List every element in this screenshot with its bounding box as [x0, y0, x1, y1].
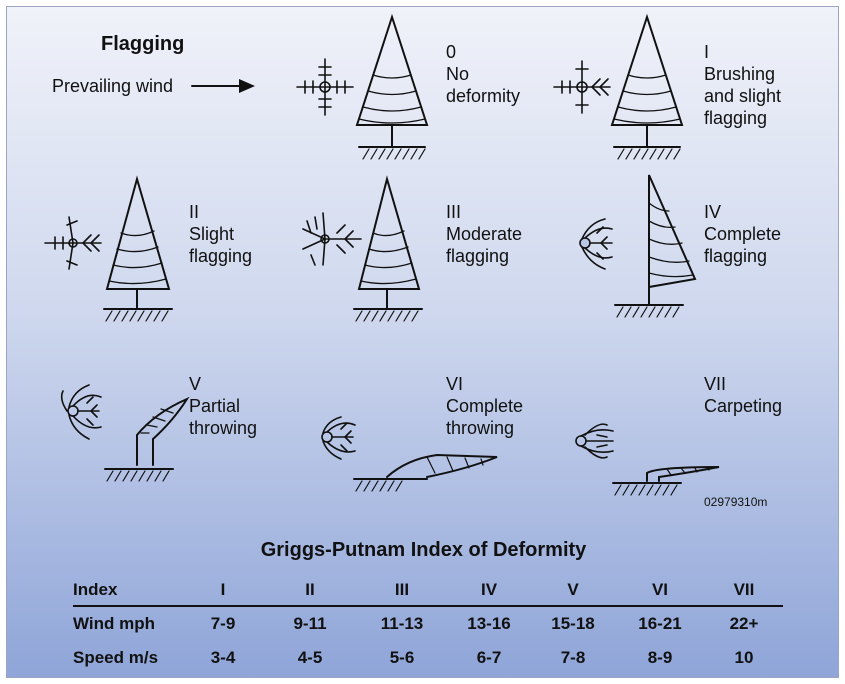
table-cell: 16-21 [638, 614, 682, 633]
stage-v-index: V [189, 374, 202, 394]
table-cell: 7-9 [210, 614, 236, 633]
table-header-cell: VI [615, 575, 705, 607]
deformity-index-table: Index I II III IV V VI VII Wind mph 7-9 … [73, 575, 783, 675]
table-header-cell: I [183, 575, 263, 607]
stage-iv-desc: Complete flagging [704, 224, 782, 266]
stage-vii-index: VII [704, 374, 727, 394]
stage-iii-desc: Moderate flagging [446, 224, 523, 266]
stage-v-desc: Partial throwing [189, 396, 258, 438]
tree-stage-vii-icon [575, 423, 720, 496]
stage-vi-desc: Complete throwing [446, 396, 524, 438]
stage-i-desc: Brushing and slight flagging [704, 64, 782, 128]
table-header-cell: II [263, 575, 357, 607]
wind-arrow-icon [191, 79, 255, 93]
stage-0-desc: No deformity [446, 64, 521, 106]
table-cell: 4-5 [297, 648, 323, 667]
stage-vi-index: VI [446, 374, 464, 394]
stage-i-index: I [704, 42, 710, 62]
tree-stage-iii-icon [302, 175, 423, 322]
table-row: Speed m/s 3-4 4-5 5-6 6-7 7-8 8-9 10 [73, 641, 783, 675]
table-cell: 9-11 [293, 614, 327, 633]
tree-top-view [296, 58, 354, 116]
table-header-cell: IV [447, 575, 531, 607]
table-row: Wind mph 7-9 9-11 11-13 13-16 15-18 16-2… [73, 606, 783, 641]
table-header-cell: VII [705, 575, 783, 607]
table-cell: 13-16 [467, 614, 511, 633]
stage-iv-index: IV [704, 202, 722, 222]
table-cell: 10 [734, 648, 754, 667]
figure-code: 02979310m [704, 495, 768, 509]
stage-ii-desc: Slight flagging [189, 224, 253, 266]
table-header-cell: Index [73, 575, 183, 607]
tree-stage-vi-icon [321, 416, 498, 492]
tree-stage-v-icon [60, 384, 190, 482]
table-cell: Speed m/s [73, 648, 159, 667]
stage-vii-desc: Carpeting [704, 396, 783, 416]
stage-0-index: 0 [446, 42, 457, 62]
table-cell: 6-7 [476, 648, 502, 667]
wind-label: Prevailing wind [52, 76, 174, 96]
deformity-diagram [44, 13, 720, 496]
table-title: Griggs-Putnam Index of Deformity [260, 539, 587, 561]
table-cell: 8-9 [647, 648, 673, 667]
table-cell: 15-18 [551, 614, 595, 633]
table-cell: 3-4 [210, 648, 236, 667]
tree-stage-ii-icon [44, 175, 173, 322]
table-header-cell: V [531, 575, 615, 607]
table-cell: 22+ [729, 614, 759, 633]
table-header-cell: III [357, 575, 447, 607]
stage-ii-index: II [189, 202, 200, 222]
tree-stage-iv-icon [579, 174, 697, 318]
table-cell: 11-13 [380, 614, 424, 633]
table-cell: 7-8 [560, 648, 586, 667]
table-header-row: Index I II III IV V VI VII [73, 575, 783, 607]
table-cell: Wind mph [73, 614, 155, 633]
tree-stage-0-icon [296, 13, 429, 160]
diagram-frame: Flagging Prevailing wind 0 No deformity … [6, 6, 839, 678]
tree-stage-i-icon [553, 13, 684, 160]
table-cell: 5-6 [389, 648, 415, 667]
stage-iii-index: III [446, 202, 462, 222]
diagram-title: Flagging [101, 33, 185, 55]
